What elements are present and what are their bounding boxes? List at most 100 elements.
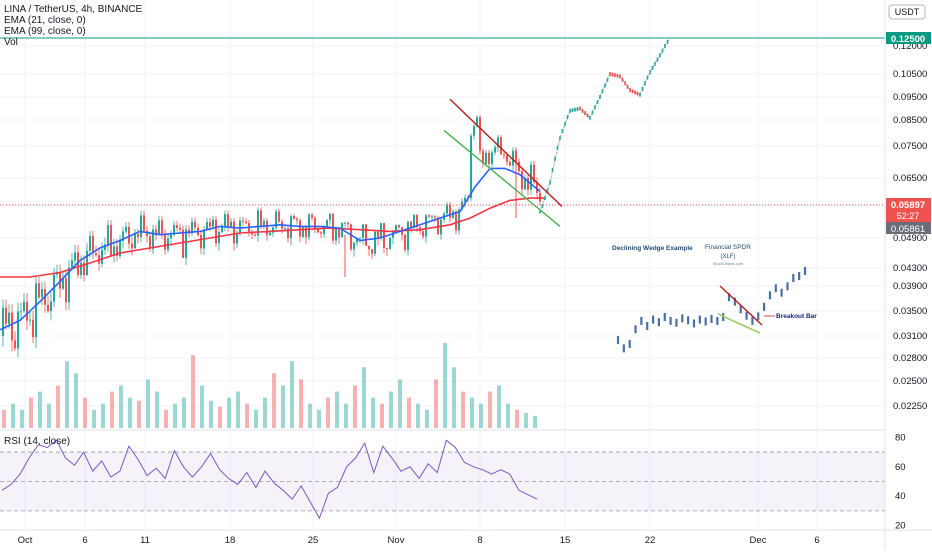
candle-body [314,217,316,229]
y-tick-label: 0.04300 [893,263,927,274]
candle-body [479,117,481,151]
candle-body [275,211,277,228]
candle-body [251,232,253,235]
candle-body [146,230,148,237]
volume-bar [227,397,231,428]
projection-candle [561,129,564,134]
candle-body [473,126,475,136]
rsi-pane [0,429,885,520]
volume-bar [119,385,123,428]
candle-body [356,238,358,243]
candle-body [485,152,487,164]
volume-bar [92,409,96,428]
candle-body [521,171,523,190]
candle-body [233,221,235,244]
candle-body [245,221,247,224]
candle-body [506,155,508,162]
volume-bar [308,403,312,428]
projection-candle [559,136,561,141]
candle-body [488,152,490,164]
rsi-legend[interactable]: RSI (14, close) [4,436,71,447]
projection-candle [611,72,614,77]
candle-body [107,225,109,245]
candle-body [185,229,187,258]
projection-candle [624,81,626,86]
candle-body [119,240,121,257]
ema21-legend[interactable]: EMA (21, close, 0) [4,15,86,26]
candle-body [158,220,160,236]
candle-body [41,289,43,298]
volume-bar [380,403,384,428]
rsi-tick-label: 40 [895,491,906,502]
projection-candle [574,107,576,112]
candle-body [500,137,502,155]
candle-body [101,249,103,264]
volume-bar [29,397,33,428]
projection-candle [594,105,596,110]
candle-body [347,222,349,225]
candle-body [335,228,337,241]
candle-body [8,312,10,324]
candle-body [182,229,184,258]
candle-body [503,154,505,156]
candle-body [239,220,241,234]
projection-candle [541,203,544,208]
projection-candle [636,91,639,96]
projection-candle [664,44,666,48]
y-tick-label: 0.09500 [893,92,927,103]
candle-body [305,227,307,238]
symbol-title[interactable]: LINA / TetherUS, 4h, BINANCE [4,4,143,15]
projection-candle [556,145,559,150]
projection-candle [554,156,556,161]
volume-bar [47,403,51,428]
candle-body [284,228,286,230]
candle-body [14,340,16,349]
candle-body [212,219,214,227]
candle-body [527,178,529,190]
projection-candle [551,168,554,172]
projection-candle [634,90,636,95]
volume-bar [488,391,492,428]
rsi-tick-label: 60 [895,462,906,473]
candle-body [71,260,73,268]
candle-body [254,234,256,236]
y-tick-label: 0.04900 [893,233,927,244]
candle-body [149,236,151,250]
candle-body [413,215,415,229]
volume-bar [398,379,402,428]
volume-bar [155,391,159,428]
candle-body [383,223,385,249]
candle-body [11,312,13,341]
candle-body [269,232,271,235]
volume-bar [353,385,357,428]
candle-body [89,235,91,251]
ema99-legend[interactable]: EMA (99, close, 0) [4,26,86,37]
volume-bar [515,409,519,428]
candle-body [227,214,229,228]
candle-body [110,225,112,257]
wedge-layer [443,98,563,227]
projection-candle [646,75,649,80]
volume-bar [254,409,258,428]
vol-legend[interactable]: Vol [4,37,18,48]
projection-candle [649,70,651,75]
wedge-upper-line [449,98,563,208]
candle-body [164,233,166,250]
candle-body [92,235,94,254]
currency-badge: USDT [888,4,926,20]
volume-bar [344,403,348,428]
projection-candle [626,84,629,89]
x-tick-label: Oct [18,535,33,546]
volume-bar [38,391,42,428]
projection-candle [666,40,669,44]
volume-bar [263,397,267,428]
x-tick-label: 11 [140,535,150,546]
y-tick-label: 0.03100 [893,331,927,342]
rsi-tick-label: 20 [895,521,906,532]
y-tick-label: 0.08500 [893,115,927,126]
candle-body [395,225,397,231]
candle-body [344,222,346,224]
